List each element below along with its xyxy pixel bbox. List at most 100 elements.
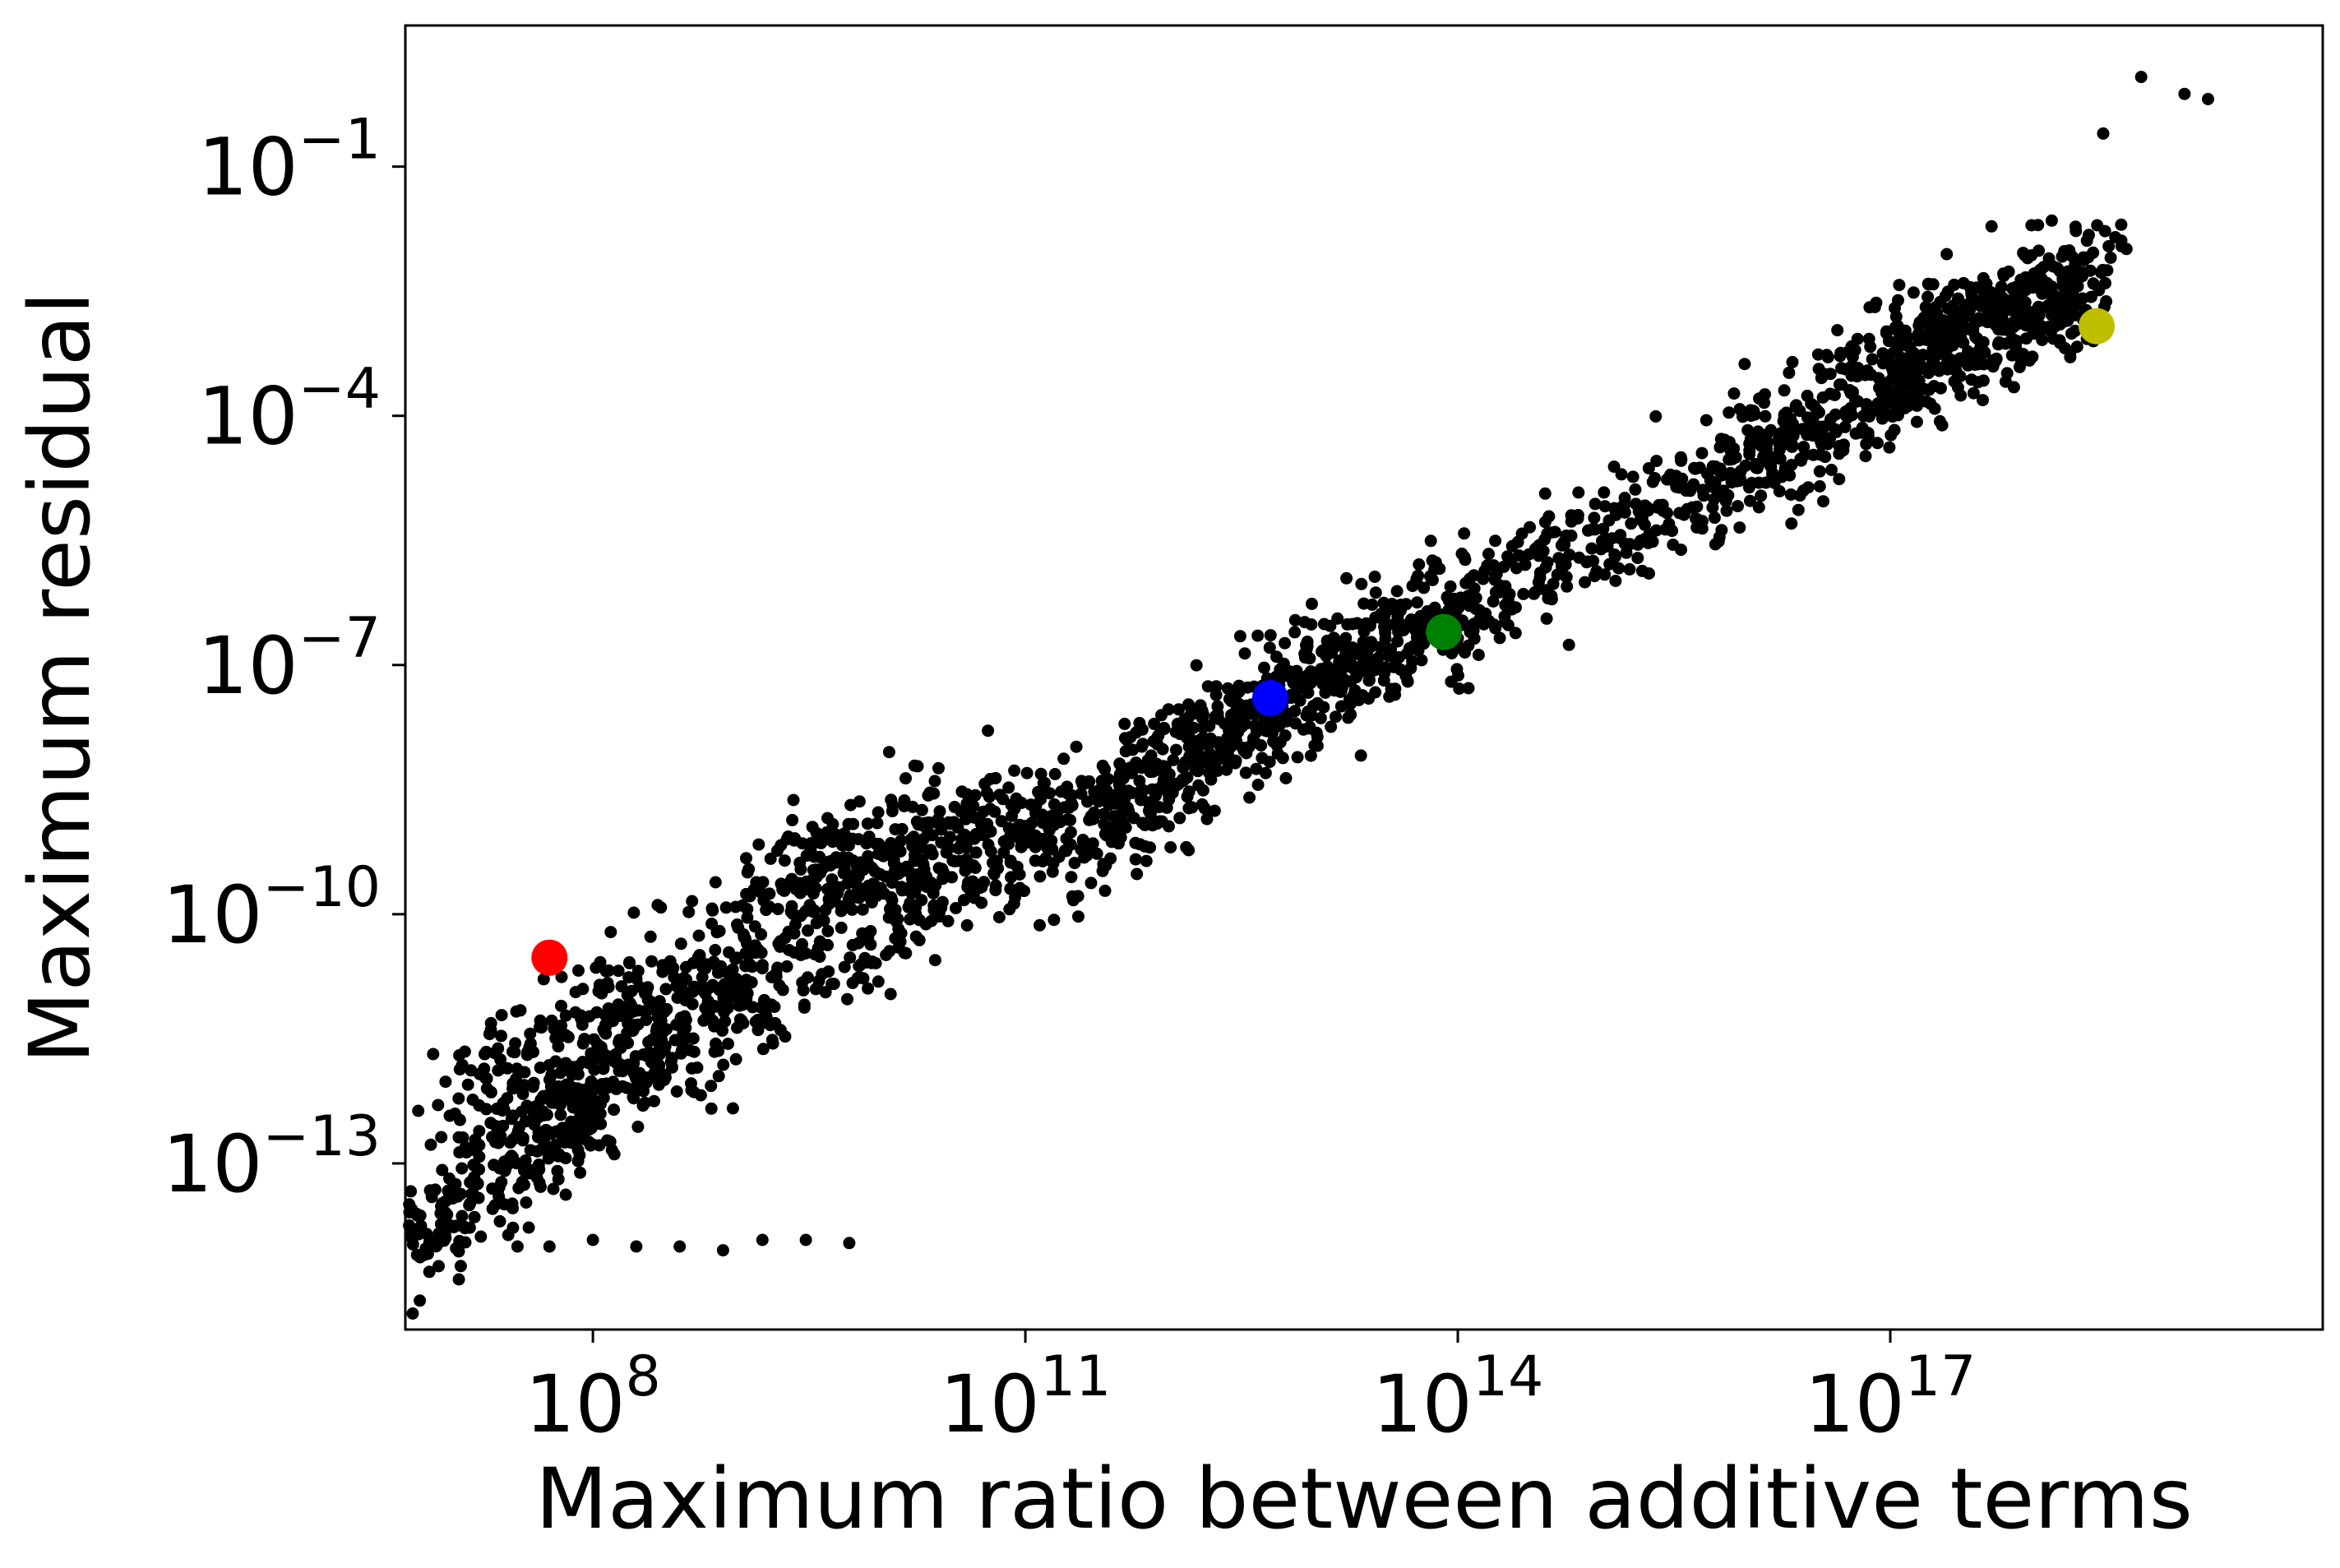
data-point (1136, 738, 1149, 751)
data-point (1011, 820, 1024, 833)
data-point (1819, 451, 1832, 464)
data-point (1288, 613, 1302, 627)
data-point (774, 935, 787, 948)
data-point (506, 1201, 520, 1214)
data-point (555, 970, 568, 983)
data-point (1829, 389, 1841, 401)
data-point (1896, 371, 1909, 384)
data-point (518, 1079, 531, 1092)
y-tick-label: 10−10 (162, 855, 381, 961)
data-point (1977, 374, 1990, 387)
data-point (1609, 575, 1622, 587)
data-point (910, 815, 923, 828)
data-point (958, 894, 970, 907)
data-point (430, 1239, 443, 1252)
data-point (1258, 715, 1271, 728)
data-point (627, 1092, 640, 1105)
data-point (1921, 290, 1935, 303)
data-point (652, 1078, 665, 1091)
data-point (453, 1234, 466, 1247)
data-point (464, 1197, 477, 1210)
data-point (1311, 739, 1324, 752)
data-point (1325, 720, 1338, 733)
data-point (1034, 870, 1047, 883)
data-point (520, 1099, 534, 1112)
data-point (2093, 284, 2106, 297)
data-point (740, 852, 752, 865)
data-point (1713, 530, 1726, 543)
data-point (1723, 406, 1736, 419)
data-point (1075, 787, 1088, 800)
data-point (1148, 717, 1161, 730)
data-point (1158, 723, 1171, 735)
data-point (738, 931, 751, 944)
data-point (1922, 383, 1935, 396)
data-point (885, 793, 898, 807)
data-point (1288, 626, 1302, 639)
data-point (495, 1009, 508, 1022)
data-point (576, 983, 590, 996)
data-point (1417, 581, 1431, 594)
data-point (1695, 446, 1709, 460)
y-tick-label: 10−4 (198, 357, 381, 463)
data-point (1377, 596, 1390, 609)
data-point (1043, 824, 1056, 837)
x-tick-label: 1017 (1805, 1344, 1977, 1450)
data-point (1351, 617, 1364, 630)
data-point (968, 891, 981, 904)
data-point (1472, 649, 1485, 661)
data-point (1412, 644, 1425, 657)
data-point (1631, 538, 1644, 551)
data-point (483, 1028, 496, 1041)
data-point (686, 895, 699, 908)
data-point (1784, 488, 1797, 501)
data-point (807, 863, 820, 877)
data-point (1058, 844, 1071, 857)
data-point (2005, 282, 2019, 295)
data-point (1239, 766, 1252, 779)
data-point (1243, 791, 1256, 804)
data-point (579, 1113, 592, 1126)
data-point (1162, 787, 1175, 800)
data-point (1098, 807, 1110, 821)
data-point (508, 1046, 521, 1059)
data-point (444, 1219, 457, 1232)
data-point (524, 1144, 537, 1157)
data-point (712, 1070, 725, 1083)
data-point (1288, 705, 1302, 718)
data-point (1935, 382, 1947, 395)
data-point (783, 944, 796, 956)
data-point (872, 975, 885, 988)
data-point (1912, 360, 1925, 372)
data-point (682, 905, 696, 918)
data-point (987, 856, 999, 869)
data-point (1745, 409, 1758, 423)
data-point (1835, 378, 1848, 391)
data-point (543, 1073, 556, 1086)
data-point (2026, 281, 2039, 294)
data-point (1618, 492, 1631, 504)
data-point (801, 971, 814, 984)
data-point (509, 1037, 522, 1050)
data-point (882, 746, 895, 759)
data-point (1538, 516, 1552, 529)
data-point (691, 951, 705, 964)
data-point (815, 836, 828, 849)
data-point (1928, 402, 1941, 415)
data-point (474, 1230, 488, 1243)
data-point (1259, 766, 1272, 779)
data-point (449, 1177, 462, 1191)
data-point (454, 1260, 467, 1273)
data-point (427, 1048, 440, 1061)
data-point (452, 1131, 465, 1144)
data-point (1524, 520, 1537, 534)
data-point (846, 938, 859, 951)
data-point (572, 964, 585, 977)
data-point (1072, 910, 1084, 923)
data-point (1929, 315, 1942, 328)
data-point (1620, 546, 1633, 559)
data-point (969, 828, 983, 840)
data-point (1547, 577, 1560, 590)
data-point (1977, 394, 1989, 407)
data-point (2051, 261, 2064, 275)
